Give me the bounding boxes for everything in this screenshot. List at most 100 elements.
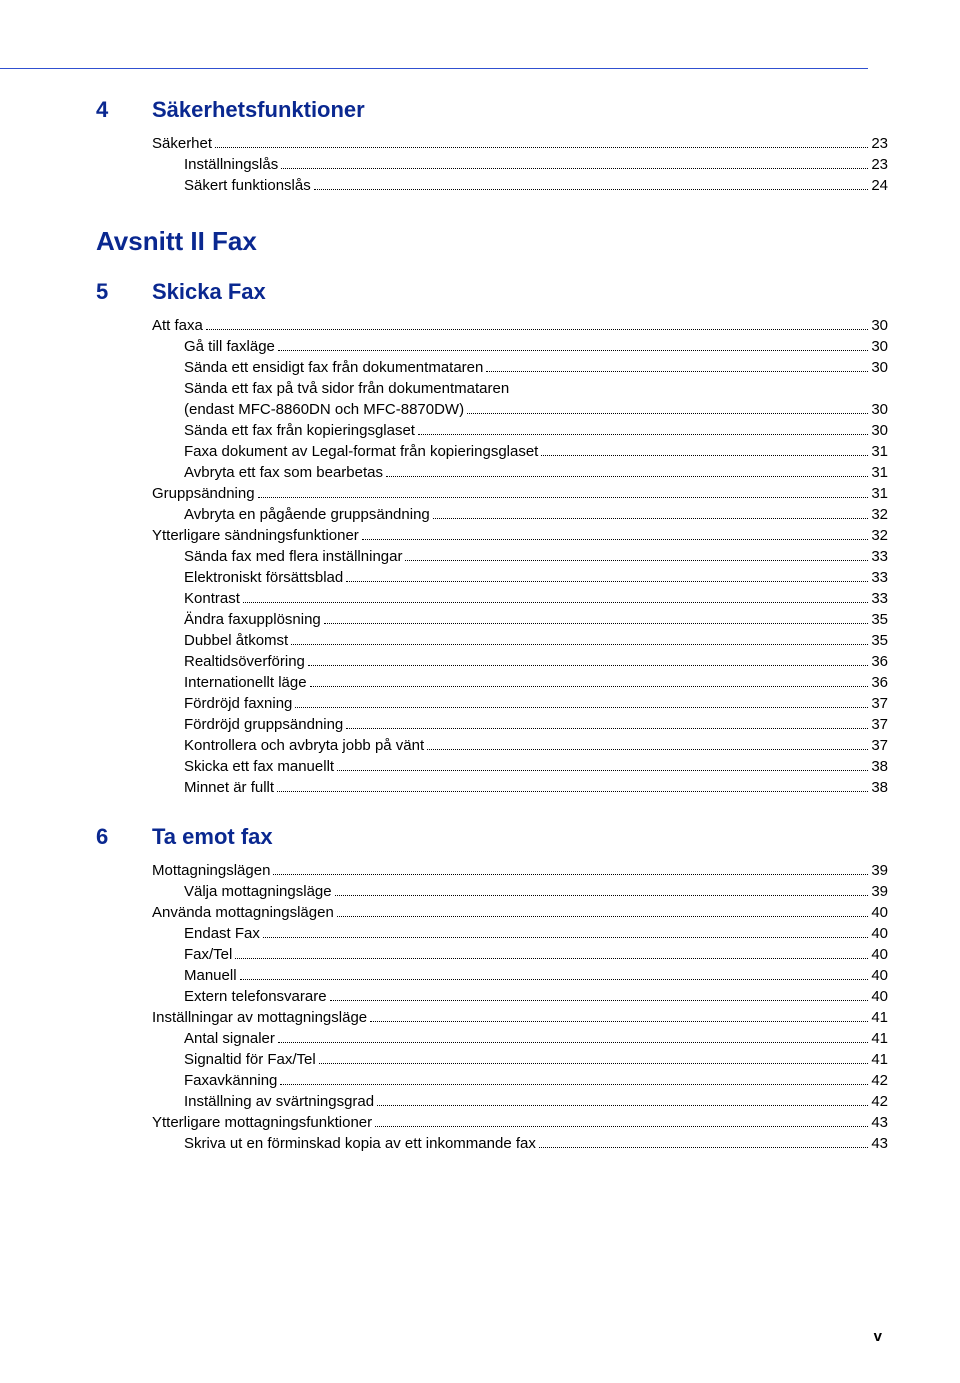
toc-entry[interactable]: Sända ett ensidigt fax från dokumentmata… [152,357,888,378]
toc-entry[interactable]: Minnet är fullt38 [152,777,888,798]
toc-entry[interactable]: Manuell40 [152,965,888,986]
leader-dots [362,539,869,540]
toc-page: 41 [871,1049,888,1070]
toc-entry[interactable]: (endast MFC-8860DN och MFC-8870DW)30 [152,399,888,420]
toc-entry[interactable]: Fördröjd faxning37 [152,693,888,714]
toc-label: Minnet är fullt [184,777,274,798]
toc-entry[interactable]: Ändra faxupplösning35 [152,609,888,630]
toc-entry[interactable]: Dubbel åtkomst35 [152,630,888,651]
leader-dots [215,147,868,148]
toc-label: Endast Fax [184,923,260,944]
toc-page: 37 [871,735,888,756]
leader-dots [235,958,868,959]
toc-label: Skriva ut en förminskad kopia av ett ink… [184,1133,536,1154]
toc-label: Faxavkänning [184,1070,277,1091]
toc-entry[interactable]: Inställning av svärtningsgrad42 [152,1091,888,1112]
toc-content: 4 Säkerhetsfunktioner Säkerhet 23 Instäl… [0,69,960,1154]
toc-entry[interactable]: Endast Fax 40 [152,923,888,944]
toc-page: 39 [871,860,888,881]
toc-page: 31 [871,441,888,462]
toc-entry[interactable]: Antal signaler 41 [152,1028,888,1049]
toc-entry[interactable]: Sända ett fax från kopieringsglaset30 [152,420,888,441]
leader-dots [467,413,868,414]
toc-entry[interactable]: Ytterligare mottagningsfunktioner43 [152,1112,888,1133]
leader-dots [346,728,868,729]
leader-dots [308,665,868,666]
leader-dots [206,329,868,330]
toc-entry[interactable]: Realtidsöverföring 36 [152,651,888,672]
leader-dots [280,1084,868,1085]
toc-page: 41 [871,1028,888,1049]
leader-dots [277,791,868,792]
toc-entry[interactable]: Faxa dokument av Legal-format från kopie… [152,441,888,462]
leader-dots [375,1126,868,1127]
toc-page: 40 [871,944,888,965]
toc-entry[interactable]: Elektroniskt försättsblad33 [152,567,888,588]
toc-page: 40 [871,923,888,944]
toc-page: 37 [871,693,888,714]
toc-entry[interactable]: Avbryta en pågående gruppsändning32 [152,504,888,525]
toc-page: 23 [871,154,888,175]
toc-entry[interactable]: Avbryta ett fax som bearbetas31 [152,462,888,483]
toc-label: Signaltid för Fax/Tel [184,1049,316,1070]
toc-entry[interactable]: Extern telefonsvarare40 [152,986,888,1007]
chapter-number: 4 [96,97,152,123]
toc-entry[interactable]: Sända ett fax på två sidor från dokument… [152,378,888,399]
toc-entry[interactable]: Fördröjd gruppsändning37 [152,714,888,735]
toc-page: 35 [871,630,888,651]
toc-entry[interactable]: Internationellt läge36 [152,672,888,693]
toc-label: Säkert funktionslås [184,175,311,196]
toc-page: 35 [871,609,888,630]
leader-dots [418,434,868,435]
leader-dots [330,1000,869,1001]
toc-label: Antal signaler [184,1028,275,1049]
toc-page: 24 [871,175,888,196]
toc-label: Kontrollera och avbryta jobb på vänt [184,735,424,756]
toc-entry[interactable]: Säkerhet 23 [152,133,888,154]
toc-entry[interactable]: Säkert funktionslås 24 [152,175,888,196]
toc-entry[interactable]: Skicka ett fax manuellt38 [152,756,888,777]
toc-entry[interactable]: Signaltid för Fax/Tel 41 [152,1049,888,1070]
toc-entry[interactable]: Mottagningslägen39 [152,860,888,881]
toc-entry[interactable]: Inställningslås 23 [152,154,888,175]
toc-entry[interactable]: Kontrast33 [152,588,888,609]
toc-label: Kontrast [184,588,240,609]
toc-label: Gå till faxläge [184,336,275,357]
toc-entry[interactable]: Fax/Tel 40 [152,944,888,965]
toc-label: Fax/Tel [184,944,232,965]
toc-label: Sända ett ensidigt fax från dokumentmata… [184,357,483,378]
toc-page: 36 [871,651,888,672]
toc-page: 37 [871,714,888,735]
toc-entry[interactable]: Sända fax med flera inställningar33 [152,546,888,567]
toc-label: Ytterligare sändningsfunktioner [152,525,359,546]
page-number: v [874,1328,882,1345]
toc-label: Säkerhet [152,133,212,154]
toc-page: 41 [871,1007,888,1028]
toc-page: 30 [871,315,888,336]
toc-page: 30 [871,399,888,420]
toc-entry[interactable]: Använda mottagningslägen40 [152,902,888,923]
leader-dots [278,350,868,351]
toc-entry[interactable]: Faxavkänning 42 [152,1070,888,1091]
toc-page: 43 [871,1112,888,1133]
leader-dots [427,749,868,750]
toc-entry[interactable]: Skriva ut en förminskad kopia av ett ink… [152,1133,888,1154]
leader-dots [337,770,868,771]
leader-dots [281,168,868,169]
toc-label: Realtidsöverföring [184,651,305,672]
toc-entry[interactable]: Gruppsändning31 [152,483,888,504]
toc-entry[interactable]: Ytterligare sändningsfunktioner32 [152,525,888,546]
toc-entry[interactable]: Kontrollera och avbryta jobb på vänt 37 [152,735,888,756]
toc-entry[interactable]: Inställningar av mottagningsläge41 [152,1007,888,1028]
toc-entry[interactable]: Gå till faxläge30 [152,336,888,357]
toc-entry[interactable]: Välja mottagningsläge39 [152,881,888,902]
chapter-heading: 5 Skicka Fax [96,279,888,305]
leader-dots [324,623,869,624]
toc-label: Sända ett fax på två sidor från dokument… [184,378,509,399]
toc-label: Elektroniskt försättsblad [184,567,343,588]
toc-label: Internationellt läge [184,672,307,693]
leader-dots [539,1147,868,1148]
toc-label: Sända ett fax från kopieringsglaset [184,420,415,441]
toc-entry[interactable]: Att faxa30 [152,315,888,336]
toc-page: 42 [871,1070,888,1091]
